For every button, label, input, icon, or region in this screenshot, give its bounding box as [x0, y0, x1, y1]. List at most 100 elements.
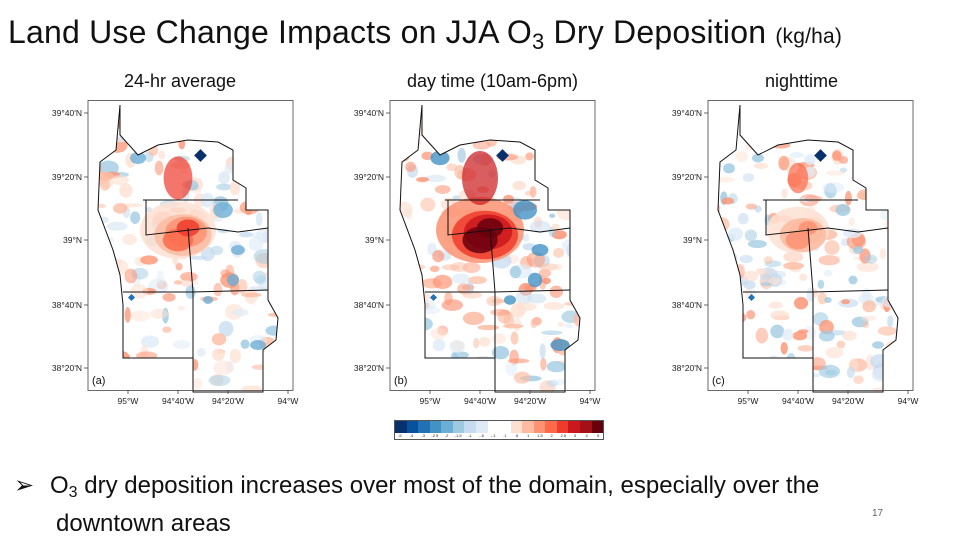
- colorbar-swatch: [406, 421, 419, 433]
- colorbar-tick-label: -.1: [490, 433, 496, 438]
- colorbar-tick-label: 4: [585, 433, 588, 438]
- colorbar-tick-label: -5: [398, 433, 402, 438]
- colorbar-tick-label: 3: [573, 433, 577, 438]
- colorbar-tick-label: -3: [421, 433, 425, 438]
- colorbar-swatch: [522, 421, 534, 433]
- colorbar-tick-label: .5: [514, 433, 519, 438]
- title-rest: Dry Deposition: [544, 14, 776, 50]
- colorbar-tick-label: -1: [468, 433, 472, 438]
- colorbar-swatch: [533, 421, 546, 433]
- colorbar-swatch: [395, 421, 407, 433]
- diamond-marker: [496, 149, 509, 162]
- colorbar-tick-label: 2.5: [560, 433, 567, 438]
- lat-label: 38°20'N: [52, 363, 82, 373]
- title-main: Land Use Change Impacts on JJA O: [8, 14, 533, 50]
- panel-label-a: 24-hr average: [124, 71, 237, 91]
- lon-label: 95°W: [738, 396, 759, 406]
- panel-tag: (c): [712, 375, 725, 387]
- bullet-subscript: 3: [68, 484, 78, 501]
- lat-label: 39°N: [683, 235, 702, 245]
- colorbar: [394, 420, 604, 440]
- colorbar-swatch: [568, 421, 580, 433]
- colorbar-swatch: [510, 421, 523, 433]
- lat-label: 39°40'N: [672, 108, 702, 118]
- slide-title: Land Use Change Impacts on JJA O3 Dry De…: [8, 14, 842, 55]
- county-outline: [717, 104, 899, 393]
- panel-label-b: day time (10am-6pm): [407, 71, 579, 91]
- lon-label: 95°W: [118, 396, 139, 406]
- lat-label: 39°40'N: [52, 108, 82, 118]
- map-b-svg: 39°40'N 39°20'N 39°N 38°40'N 38°20'N 95°W 94°4…: [354, 100, 601, 406]
- diamond-marker: [747, 293, 756, 302]
- colorbar-swatch: [452, 421, 465, 433]
- lon-label: 94°W: [278, 396, 299, 406]
- county-boundary: [145, 200, 269, 236]
- colorbar-swatch: [580, 421, 592, 433]
- panel-tag: (b): [394, 375, 407, 387]
- county-boundary: [765, 200, 889, 236]
- lat-label: 39°20'N: [52, 172, 82, 182]
- lat-label: 39°N: [365, 235, 384, 245]
- colorbar-tick-label: -2.5: [431, 433, 439, 438]
- lon-label: 94°20'W: [514, 396, 546, 406]
- map-panel-a: 39°40'N 39°20'N 39°N 38°40'N 38°20'N 95°W 94°4…: [28, 100, 318, 430]
- map-frame: [389, 100, 596, 391]
- map-a-svg: 39°40'N 39°20'N 39°N 38°40'N 38°20'N 95°W 94°4…: [52, 100, 299, 406]
- colorbar-swatch: [556, 421, 569, 433]
- colorbar-swatch: [475, 421, 488, 433]
- diamond-marker: [814, 149, 827, 162]
- colorbar-swatch: [441, 421, 453, 433]
- lat-label: 38°40'N: [354, 300, 384, 310]
- bullet-arrow-icon: ➢: [14, 472, 35, 499]
- map-panel-c: 39°40'N 39°20'N 39°N 38°40'N 38°20'N 95°W 94°4…: [648, 100, 938, 430]
- lat-label: 38°40'N: [672, 300, 702, 310]
- bullet-point: ➢ O3 dry deposition increases over most o…: [14, 470, 914, 539]
- colorbar-tick-label: -1.5: [454, 433, 462, 438]
- lon-label: 94°40'W: [162, 396, 194, 406]
- lat-label: 39°20'N: [354, 172, 384, 182]
- county-outline: [399, 104, 581, 393]
- colorbar-tick-label: 1.5: [537, 433, 543, 438]
- colorbar-swatch: [487, 421, 500, 433]
- title-unit: (kg/ha): [775, 25, 843, 48]
- colorbar-tick-label: 2: [550, 433, 553, 438]
- deposition-field: [98, 105, 278, 392]
- lon-label: 94°40'W: [464, 396, 496, 406]
- diamond-marker: [127, 293, 136, 302]
- colorbar-tick-label: -2: [444, 433, 449, 438]
- colorbar-labels: -5 -4 -3 -2.5 -2 -1.5 -1 -.5 -.1 .1 .5 1 1.5 2 2.5 3 4 5: [394, 433, 604, 440]
- colorbar-swatch: [499, 421, 511, 433]
- colorbar-swatch: [464, 421, 476, 433]
- bullet-pre: O: [50, 472, 69, 499]
- lat-label: 38°40'N: [52, 300, 82, 310]
- colorbar-tick-label: 5: [597, 433, 600, 438]
- colorbar-tick-label: 1: [527, 433, 530, 438]
- lon-label: 94°W: [898, 396, 919, 406]
- lon-label: 94°W: [580, 396, 601, 406]
- map-panel-b: 39°40'N 39°20'N 39°N 38°40'N 38°20'N 95°W 94°4…: [330, 100, 620, 430]
- map-frame: [707, 100, 914, 391]
- colorbar-swatch: [591, 421, 604, 433]
- diamond-marker: [429, 293, 438, 302]
- lat-label: 38°20'N: [354, 363, 384, 373]
- county-outline: [97, 104, 279, 393]
- title-subscript: 3: [532, 29, 545, 54]
- county-boundary: [447, 200, 571, 236]
- colorbar-swatch: [429, 421, 442, 433]
- lat-label: 38°20'N: [672, 363, 702, 373]
- deposition-field: [400, 105, 580, 392]
- colorbar-tick-label: -.5: [479, 433, 484, 438]
- lon-label: 95°W: [420, 396, 441, 406]
- bullet-line1: dry deposition increases over most of th…: [77, 472, 820, 499]
- lat-label: 39°N: [63, 235, 82, 245]
- page-number: 17: [872, 508, 884, 519]
- map-c-svg: 39°40'N 39°20'N 39°N 38°40'N 38°20'N 95°W 94°4…: [672, 100, 919, 406]
- map-frame: [87, 100, 294, 391]
- lon-label: 94°40'W: [782, 396, 814, 406]
- lat-label: 39°40'N: [354, 108, 384, 118]
- colorbar-tick-label: .1: [503, 433, 507, 438]
- panel-tag: (a): [92, 375, 105, 387]
- colorbar-tick-label: -4: [409, 433, 414, 438]
- colorbar-swatch: [545, 421, 557, 433]
- lat-label: 39°20'N: [672, 172, 702, 182]
